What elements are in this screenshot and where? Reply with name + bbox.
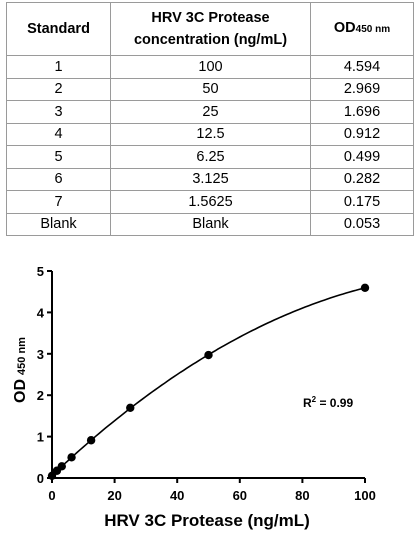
cell-standard: 3	[6, 100, 111, 124]
y-axis-label-main: OD	[12, 379, 29, 403]
cell-standard: 1	[6, 55, 111, 79]
table-row: 4 12.5 0.912	[6, 122, 414, 146]
table-row: 5 6.25 0.499	[6, 145, 414, 169]
header-concentration-line2: concentration (ng/mL)	[133, 32, 288, 48]
table-row: 6 3.125 0.282	[6, 167, 414, 191]
table-row: 7 1.5625 0.175	[6, 190, 414, 214]
cell-concentration: 6.25	[110, 145, 311, 169]
table-header-row: Standard HRV 3C Protease concentration (…	[6, 2, 414, 56]
data-point	[360, 283, 370, 293]
chart-axes: 0 1 2 3 4 5 0 20 40 60 80 100	[37, 264, 376, 503]
cell-concentration: 12.5	[110, 122, 311, 146]
table-row: 2 50 2.969	[6, 77, 414, 101]
standard-curve-chart: 0 1 2 3 4 5 0 20 40 60 80 100 OD 450 nm HRV 3C Prote…	[12, 264, 376, 530]
cell-concentration: 3.125	[110, 167, 311, 191]
fit-curve-group	[51, 287, 366, 477]
cell-od: 0.282	[310, 167, 414, 191]
r-squared-annotation: R2 = 0.99	[303, 395, 353, 410]
header-concentration-line1: HRV 3C Protease	[151, 10, 270, 26]
data-point	[67, 453, 76, 462]
cell-standard: 5	[6, 145, 111, 169]
y-tick-label: 0	[37, 471, 44, 486]
cell-od: 4.594	[310, 55, 414, 79]
y-tick-label: 3	[37, 347, 44, 362]
cell-concentration: 50	[110, 77, 311, 101]
data-point	[126, 403, 135, 412]
cell-od: 0.175	[310, 190, 414, 214]
x-tick-label: 0	[48, 488, 55, 503]
cell-standard: 6	[6, 167, 111, 191]
cell-concentration: Blank	[110, 212, 311, 236]
standards-table: Standard HRV 3C Protease concentration (…	[6, 2, 414, 236]
header-od: OD450 nm	[310, 2, 414, 56]
cell-concentration: 1.5625	[110, 190, 311, 214]
x-tick-label: 100	[354, 488, 376, 503]
header-standard: Standard	[6, 2, 111, 56]
y-tick-label: 2	[37, 388, 44, 403]
cell-od: 0.912	[310, 122, 414, 146]
cell-standard: 7	[6, 190, 111, 214]
cell-concentration: 100	[110, 55, 311, 79]
cell-od: 0.053	[310, 212, 414, 236]
r-squared-value: = 0.99	[316, 396, 353, 410]
r-squared-symbol: R	[303, 396, 312, 410]
header-od-main: OD	[333, 20, 356, 36]
fit-curve	[51, 287, 366, 477]
x-tick-label: 20	[107, 488, 121, 503]
cell-standard: 4	[6, 122, 111, 146]
x-tick-label: 40	[170, 488, 184, 503]
data-point	[57, 462, 66, 471]
header-concentration: HRV 3C Protease concentration (ng/mL)	[110, 2, 311, 56]
y-tick-label: 4	[37, 305, 45, 320]
y-tick-label: 1	[37, 430, 44, 445]
table-row: 1 100 4.594	[6, 55, 414, 79]
r-squared-superscript: 2	[312, 395, 317, 404]
x-tick-label: 60	[233, 488, 247, 503]
data-points-group	[47, 283, 370, 481]
data-point	[204, 350, 213, 360]
cell-od: 0.499	[310, 145, 414, 169]
cell-standard: Blank	[6, 212, 111, 236]
cell-od: 1.696	[310, 100, 414, 124]
cell-standard: 2	[6, 77, 111, 101]
data-point	[86, 436, 96, 445]
y-axis-label-sub: 450 nm	[16, 337, 28, 375]
y-axis-label: OD 450 nm	[12, 337, 29, 403]
x-axis-label: HRV 3C Protease (ng/mL)	[104, 511, 310, 530]
cell-concentration: 25	[110, 100, 311, 124]
table-row: 3 25 1.696	[6, 100, 414, 124]
header-od-sub: 450 nm	[355, 24, 391, 35]
table-row: Blank Blank 0.053	[6, 212, 414, 236]
y-tick-label: 5	[37, 264, 44, 279]
x-tick-label: 80	[295, 488, 309, 503]
cell-od: 2.969	[310, 77, 414, 101]
